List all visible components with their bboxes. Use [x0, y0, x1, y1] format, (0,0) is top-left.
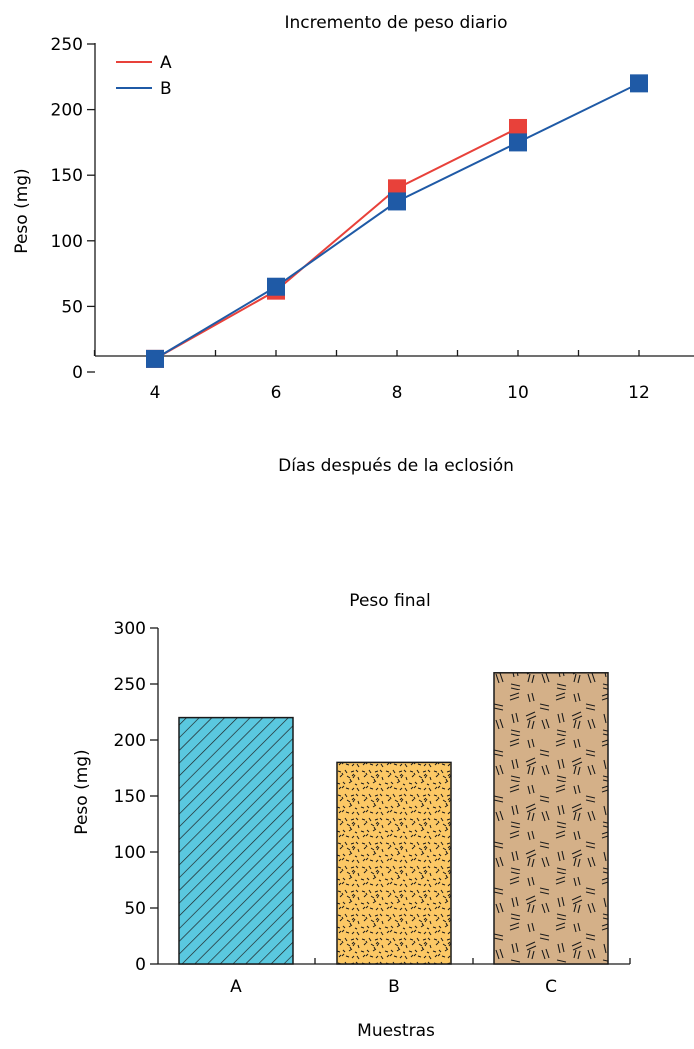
point-a-10 — [509, 118, 527, 137]
x-tick-label: 10 — [507, 383, 529, 403]
legend-label-a: A — [160, 53, 172, 73]
y-tick-label: 200 — [114, 731, 146, 751]
y-tick-label: 0 — [72, 363, 83, 383]
y-tick-label: 250 — [114, 675, 146, 695]
y-tick-label: 100 — [51, 232, 83, 252]
x-tick-label: 6 — [271, 383, 282, 403]
bar-chart: Peso final 0 50 100 150 200 250 300 A B C Peso (… — [72, 591, 631, 1041]
x-tick-label: 8 — [392, 383, 403, 403]
y-tick-label: 150 — [114, 787, 146, 807]
bar-pattern-b — [336, 761, 452, 965]
x-tick-label: 4 — [150, 383, 161, 403]
x-tick-label: B — [388, 977, 400, 997]
x-tick-label: A — [230, 977, 242, 997]
bar-chart-y-ticks: 0 50 100 150 200 250 300 — [114, 619, 158, 975]
bar-chart-x-ticks: A B C — [230, 958, 631, 997]
point-b-12 — [630, 74, 648, 93]
y-tick-label: 0 — [135, 955, 146, 975]
bar-pattern-c — [493, 672, 609, 965]
point-b-6 — [267, 277, 285, 296]
bar-chart-bars — [178, 672, 609, 965]
line-chart-y-ticks: 0 50 100 150 200 250 — [51, 35, 95, 383]
bar-chart-x-label: Muestras — [357, 1021, 435, 1041]
y-tick-label: 250 — [51, 35, 83, 55]
line-chart: Incremento de peso diario 0 50 100 150 200 25… — [12, 13, 694, 476]
line-chart-legend: A B — [116, 53, 172, 99]
y-tick-label: 50 — [124, 899, 146, 919]
point-b-8 — [388, 192, 406, 211]
point-b-10 — [509, 133, 527, 152]
x-tick-label: C — [545, 977, 557, 997]
bar-pattern-a — [178, 716, 294, 965]
y-tick-label: 200 — [51, 101, 83, 121]
y-tick-label: 300 — [114, 619, 146, 639]
y-tick-label: 100 — [114, 843, 146, 863]
line-chart-x-label: Días después de la eclosión — [278, 456, 514, 476]
line-chart-y-label: Peso (mg) — [12, 168, 32, 253]
legend-label-b: B — [160, 79, 172, 99]
line-chart-x-ticks: 4 6 8 10 12 — [93, 350, 650, 403]
x-tick-label: 12 — [628, 383, 650, 403]
y-tick-label: 50 — [61, 297, 83, 317]
bar-chart-y-label: Peso (mg) — [72, 749, 92, 834]
series-line-a — [154, 127, 519, 360]
line-chart-series — [146, 74, 648, 368]
line-chart-title: Incremento de peso diario — [284, 13, 507, 33]
bar-chart-title: Peso final — [349, 591, 430, 611]
y-tick-label: 150 — [51, 166, 83, 186]
point-b-4 — [146, 349, 164, 368]
